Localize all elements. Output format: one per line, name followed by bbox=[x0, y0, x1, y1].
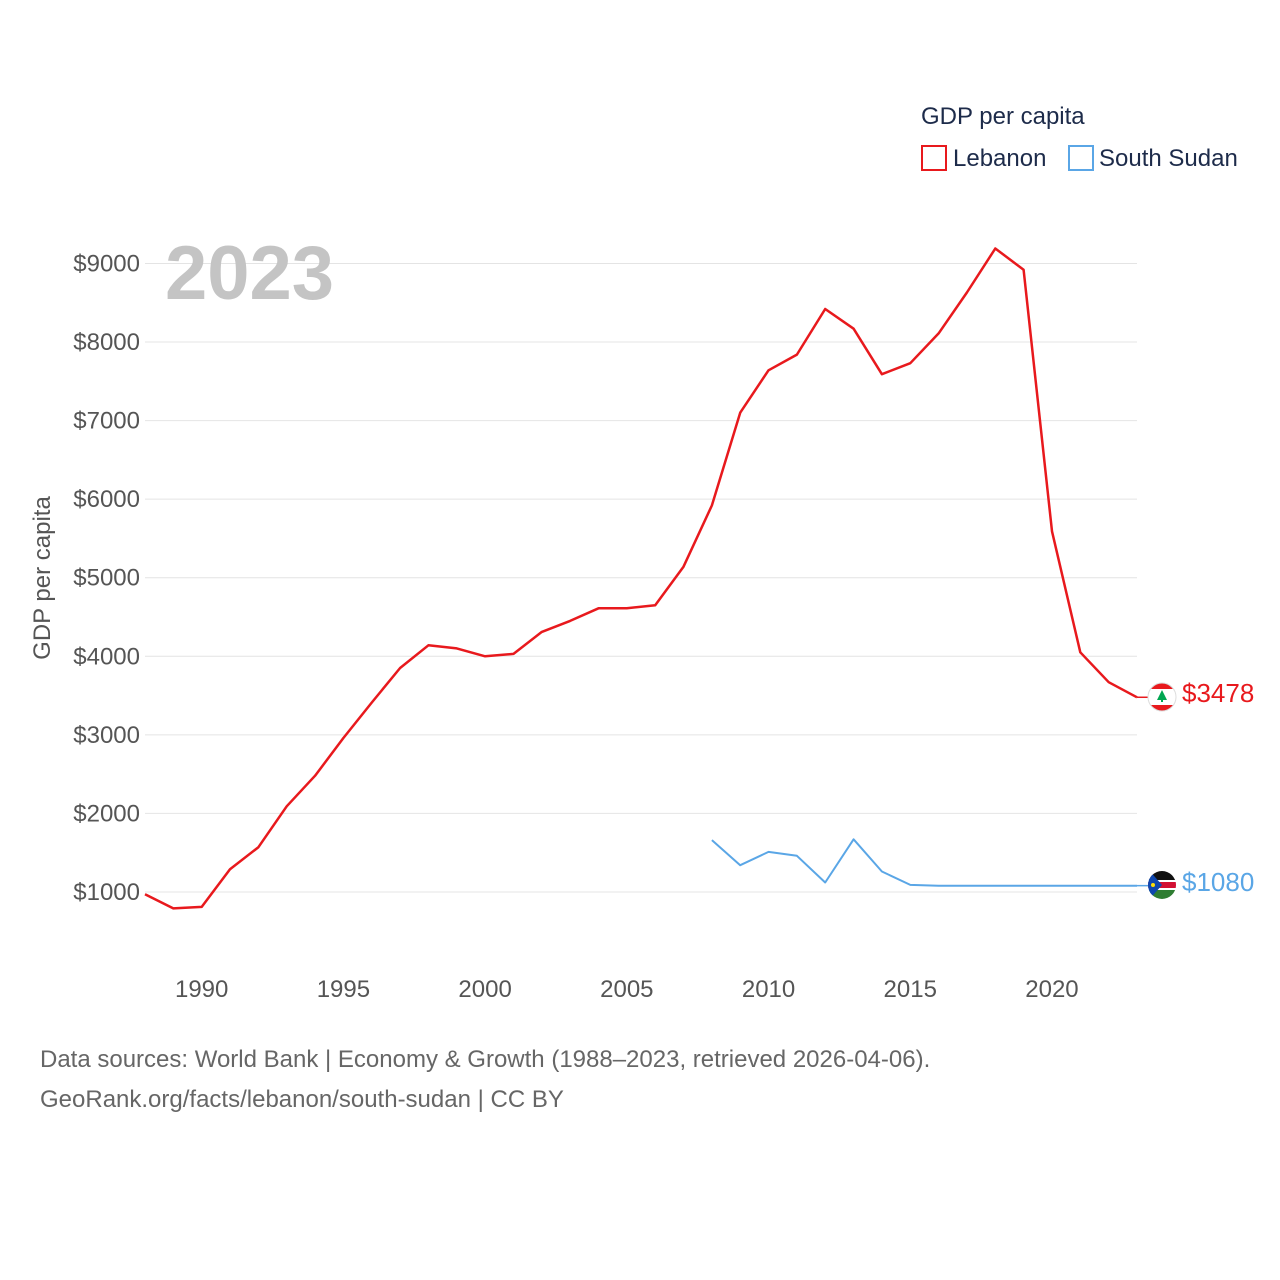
y-axis-title: GDP per capita bbox=[29, 496, 56, 660]
x-tick-label: 2010 bbox=[742, 976, 795, 1003]
south-sudan-flag-icon bbox=[1148, 871, 1176, 899]
y-tick-label: $7000 bbox=[73, 408, 140, 435]
series-line-lebanon[interactable] bbox=[144, 247, 1138, 910]
legend-swatch-lebanon[interactable] bbox=[921, 145, 947, 171]
grid-lines bbox=[145, 262, 1137, 893]
end-label-lebanon: $3478 bbox=[1182, 678, 1254, 708]
x-tick-label: 2020 bbox=[1025, 976, 1078, 1003]
y-tick-label: $5000 bbox=[73, 565, 140, 592]
source-note: Data sources: World Bank | Economy & Gro… bbox=[40, 1040, 930, 1120]
y-tick-label: $2000 bbox=[73, 800, 140, 827]
year-label: 2023 bbox=[165, 231, 334, 316]
x-axis-tick-labels: 1990 1995 2000 2005 2010 2015 2020 bbox=[175, 976, 1079, 1003]
y-tick-label: $6000 bbox=[73, 486, 140, 513]
legend-label-lebanon[interactable]: Lebanon bbox=[953, 145, 1046, 172]
series-lines bbox=[144, 247, 1148, 910]
source-line-1: Data sources: World Bank | Economy & Gro… bbox=[40, 1046, 931, 1073]
series-line-south-sudan[interactable] bbox=[711, 838, 1137, 887]
x-tick-label: 1990 bbox=[175, 976, 228, 1003]
y-tick-label: $3000 bbox=[73, 722, 140, 749]
x-tick-label: 2015 bbox=[884, 976, 937, 1003]
x-tick-label: 2000 bbox=[458, 976, 511, 1003]
legend-title: GDP per capita bbox=[921, 103, 1085, 130]
y-axis-tick-labels: $1000 $2000 $3000 $4000 $5000 $6000 $7000 $8000… bbox=[73, 250, 140, 905]
x-tick-label: 1995 bbox=[317, 976, 370, 1003]
y-tick-label: $9000 bbox=[73, 250, 140, 277]
y-tick-label: $1000 bbox=[73, 879, 140, 906]
gdp-chart: GDP per capita Lebanon South Sudan $1000… bbox=[29, 103, 1254, 1003]
lebanon-flag-icon bbox=[1147, 682, 1177, 712]
x-tick-label: 2005 bbox=[600, 976, 653, 1003]
end-label-south-sudan: $1080 bbox=[1182, 867, 1254, 897]
y-tick-label: $4000 bbox=[73, 643, 140, 670]
source-line-2[interactable]: GeoRank.org/facts/lebanon/south-sudan | … bbox=[40, 1086, 564, 1113]
legend-swatch-south-sudan[interactable] bbox=[1068, 145, 1094, 171]
y-tick-label: $8000 bbox=[73, 329, 140, 356]
legend-label-south-sudan[interactable]: South Sudan bbox=[1099, 145, 1238, 172]
